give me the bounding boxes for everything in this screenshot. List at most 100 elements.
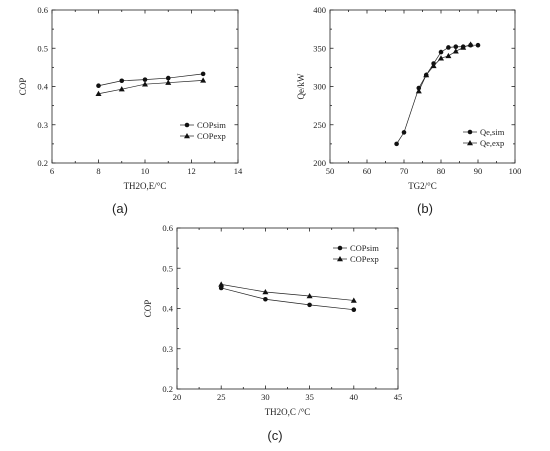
legend-marker-circle <box>337 245 343 251</box>
data-point-triangle <box>415 88 422 94</box>
x-tick-label: 30 <box>261 392 270 402</box>
data-point-circle <box>119 78 125 84</box>
x-tick-label: 6 <box>50 166 54 176</box>
series-line <box>221 287 354 311</box>
x-tick-label: 20 <box>173 392 182 402</box>
data-point-circle <box>263 296 268 302</box>
x-tick-label: 50 <box>326 166 335 176</box>
data-point-triangle <box>350 297 357 303</box>
x-tick-label: 14 <box>234 166 243 176</box>
data-point-circle <box>142 77 148 82</box>
data-point-triangle <box>165 79 172 85</box>
x-axis-label: TH2O,E/°C <box>124 181 167 191</box>
x-tick-label: 45 <box>394 392 403 402</box>
x-tick-label: 40 <box>350 392 359 402</box>
data-point-triangle <box>445 52 452 59</box>
legend-label: COPsim <box>350 243 379 253</box>
x-tick-label: 80 <box>437 166 446 176</box>
data-point-circle <box>446 45 451 50</box>
data-point-triangle <box>95 90 102 97</box>
x-tick-label: 12 <box>187 166 196 176</box>
data-point-triangle <box>438 55 444 61</box>
data-point-triangle <box>218 281 225 287</box>
legend-marker-circle <box>467 129 473 135</box>
y-tick-label: 300 <box>313 82 326 92</box>
x-tick-label: 25 <box>217 392 226 402</box>
y-axis-label: Qe/kW <box>296 73 306 99</box>
data-point-triangle <box>142 81 148 87</box>
y-tick-label: 0.2 <box>162 384 173 394</box>
series-sim <box>218 285 357 313</box>
data-point-circle <box>401 130 407 135</box>
data-point-circle <box>165 75 171 81</box>
series-line <box>221 284 354 301</box>
legend-label: COPsim <box>197 120 226 130</box>
data-point-triangle <box>452 48 459 54</box>
data-point-triangle <box>423 72 430 78</box>
data-point-circle <box>475 42 481 48</box>
x-tick-label: 35 <box>305 392 314 402</box>
data-point-circle <box>438 49 444 55</box>
legend-label: COPexp <box>350 254 379 264</box>
y-tick-label: 0.6 <box>162 223 173 233</box>
series-line <box>396 44 478 145</box>
x-tick-label: 70 <box>400 166 409 176</box>
y-tick-label: 350 <box>313 43 326 53</box>
data-point-triangle <box>200 77 207 83</box>
legend-marker-circle <box>184 122 190 128</box>
panel-caption: (b) <box>417 201 433 216</box>
series-exp <box>415 41 474 94</box>
y-tick-label: 250 <box>313 120 326 130</box>
data-point-circle <box>307 302 312 308</box>
x-axis-label: TG2/°C <box>408 181 437 191</box>
legend-label: COPexp <box>197 131 226 141</box>
y-tick-label: 0.3 <box>162 344 173 354</box>
data-point-triangle <box>467 41 474 47</box>
x-tick-label: 8 <box>96 166 100 176</box>
y-axis-label: COP <box>18 78 28 96</box>
legend-label: Qe,exp <box>480 138 504 148</box>
series-sim <box>394 42 481 147</box>
series-exp <box>218 281 357 303</box>
chart-panel-3: 20 25 30 35 40 45 0.2 0.3 0.4 0.5 0.6 TH2O,C /°C COP… <box>143 223 402 443</box>
x-tick-label: 100 <box>509 166 522 176</box>
data-point-circle <box>351 307 357 313</box>
chart-panel-1: 6 8 10 12 14 0.2 0.3 0.4 0.5 0.6 TH2O,E/°C COP COPsi… <box>18 5 243 216</box>
y-tick-label: 0.3 <box>37 120 48 130</box>
chart-panel-2: 50 60 70 80 90 100 200 250 300 350 400 TG2/°C Qe/kW Q… <box>296 5 521 216</box>
data-point-circle <box>453 44 459 50</box>
legend-marker-triangle <box>337 256 343 262</box>
x-axis-label: TH2O,C /°C <box>265 407 311 417</box>
y-tick-label: 0.4 <box>162 304 173 314</box>
y-tick-label: 400 <box>313 5 326 15</box>
x-tick-label: 10 <box>141 166 150 176</box>
data-point-triangle <box>430 62 437 69</box>
data-point-triangle <box>306 293 313 299</box>
data-point-circle <box>96 83 101 89</box>
x-tick-label: 90 <box>474 166 483 176</box>
data-point-triangle <box>262 288 269 295</box>
data-point-circle <box>394 141 399 147</box>
legend-label: Qe,sim <box>480 127 505 137</box>
y-tick-label: 0.4 <box>37 82 48 92</box>
data-point-circle <box>218 285 224 291</box>
y-tick-label: 0.2 <box>37 158 48 168</box>
legend-marker-triangle <box>184 133 190 139</box>
series-sim <box>96 71 206 89</box>
x-tick-label: 60 <box>363 166 372 176</box>
y-axis-label: COP <box>143 300 153 318</box>
series-exp <box>95 77 207 97</box>
y-tick-label: 200 <box>313 158 326 168</box>
series-line <box>418 44 471 92</box>
y-tick-label: 0.6 <box>37 5 48 15</box>
panel-caption: (a) <box>112 201 128 216</box>
y-tick-label: 0.5 <box>162 263 173 273</box>
data-point-triangle <box>460 44 467 50</box>
panel-caption: (c) <box>267 428 282 443</box>
data-point-circle <box>200 71 206 77</box>
legend-marker-triangle <box>467 140 473 146</box>
